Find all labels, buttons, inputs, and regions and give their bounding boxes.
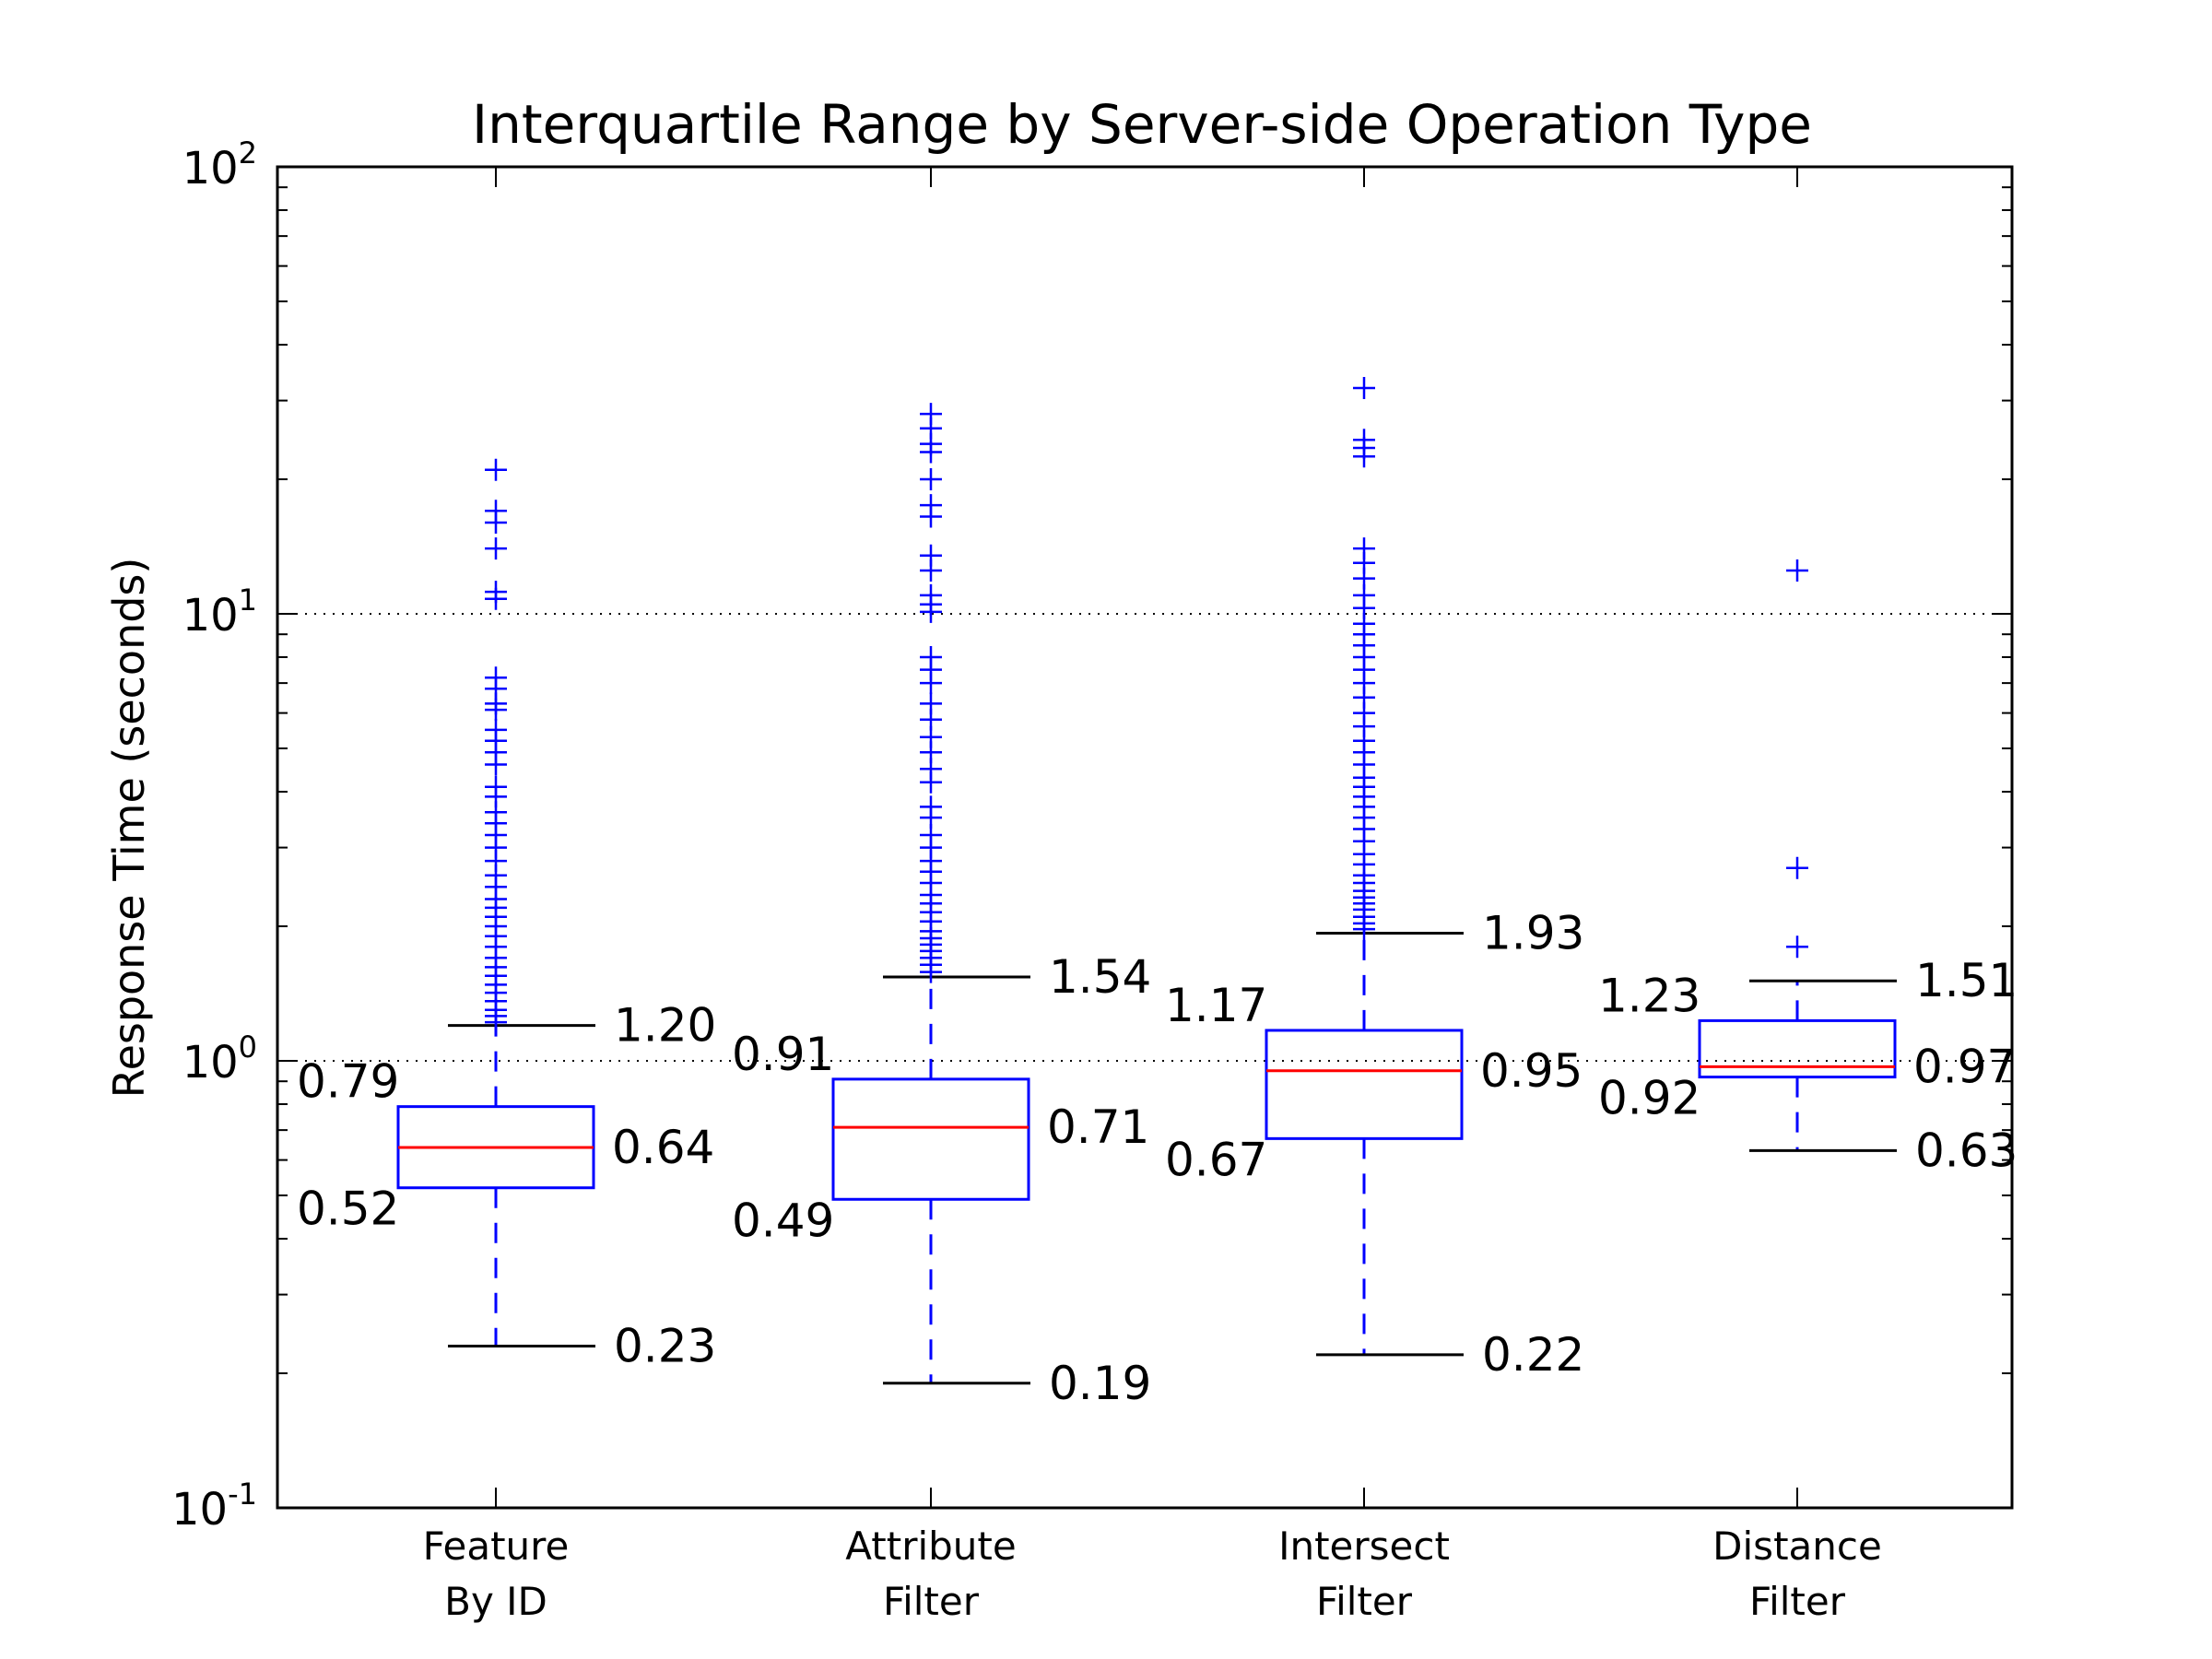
x-tick-label: Filter — [1316, 1579, 1413, 1624]
outlier-point — [485, 1011, 507, 1034]
outlier-point — [920, 960, 942, 983]
x-tick-label: Attribute — [845, 1524, 1016, 1569]
q3-label: 1.17 — [1165, 979, 1267, 1032]
outlier-point — [920, 600, 942, 623]
x-tick-label: By ID — [444, 1579, 547, 1624]
x-tick-label: Distance — [1712, 1524, 1882, 1569]
outlier-point — [485, 753, 507, 776]
y-tick-label: 10-1 — [171, 1477, 257, 1535]
chart-title: Interquartile Range by Server-side Opera… — [472, 93, 1812, 156]
q3-label: 1.23 — [1598, 969, 1700, 1022]
outlier-point — [485, 512, 507, 535]
median-label: 0.95 — [1480, 1044, 1583, 1098]
y-tick-label: 100 — [182, 1030, 257, 1088]
outlier-point — [920, 771, 942, 794]
plot-frame — [276, 165, 2014, 1510]
x-tick-label: Feature — [423, 1524, 570, 1569]
y-tick-label: 101 — [182, 582, 257, 641]
whisker-low-label: 0.22 — [1482, 1328, 1584, 1382]
outlier-point — [485, 458, 507, 481]
outlier-point — [1353, 918, 1375, 941]
outlier-point — [1786, 559, 1808, 582]
whisker-low-label: 0.19 — [1049, 1357, 1151, 1410]
median-label: 0.64 — [612, 1121, 714, 1174]
q3-label: 0.79 — [297, 1055, 399, 1109]
q1-label: 0.92 — [1598, 1072, 1700, 1125]
box-group: 1.93 0.22 0.95 1.17 0.67 — [1165, 377, 1584, 1382]
outlier-point — [1353, 445, 1375, 468]
whisker-high-label: 1.20 — [614, 999, 716, 1053]
outlier-point — [920, 559, 942, 582]
y-tick-label: 102 — [182, 135, 257, 194]
box-group: 1.54 0.19 0.71 0.91 0.49 — [732, 403, 1151, 1410]
outlier-point — [1786, 856, 1808, 879]
x-tick-label: Filter — [1749, 1579, 1846, 1624]
box-group: 1.20 0.23 0.64 0.79 0.52 — [297, 458, 716, 1373]
iqr-box — [831, 1077, 1030, 1201]
q1-label: 0.49 — [732, 1194, 834, 1247]
q1-label: 0.52 — [297, 1182, 399, 1236]
outlier-point — [485, 587, 507, 610]
outlier-point — [1786, 935, 1808, 959]
iqr-box — [1698, 1018, 1897, 1079]
outlier-point — [920, 672, 942, 695]
median-label: 0.71 — [1047, 1100, 1149, 1154]
outlier-point — [485, 699, 507, 722]
whisker-high-label: 1.51 — [1915, 954, 2018, 1007]
grid-lines — [277, 613, 2012, 1062]
whisker-low-label: 0.63 — [1915, 1124, 2018, 1177]
iqr-box — [1265, 1029, 1464, 1140]
whisker-low-label: 0.23 — [614, 1320, 716, 1373]
x-tick-label: Intersect — [1278, 1524, 1450, 1569]
q1-label: 0.67 — [1165, 1133, 1267, 1186]
plot-area: 1.20 0.23 0.64 0.79 0.52 1.54 0.19 0.71 0.91 0.49… — [297, 377, 2018, 1410]
whisker-high-label: 1.54 — [1049, 950, 1151, 1004]
x-axis: Feature By ID Attribute Filter Intersect Filt… — [423, 167, 1882, 1624]
y-axis-label: Response Time (seconds) — [104, 558, 154, 1099]
median-label: 0.97 — [1913, 1040, 2016, 1093]
y-axis: 10-1 100 101 102 — [171, 135, 2012, 1535]
x-tick-label: Filter — [883, 1579, 980, 1624]
outlier-point — [920, 468, 942, 490]
whisker-high-label: 1.93 — [1482, 907, 1584, 960]
q3-label: 0.91 — [732, 1028, 834, 1081]
box-group: 1.51 0.63 0.97 1.23 0.92 — [1598, 559, 2018, 1177]
outlier-point — [485, 537, 507, 560]
outlier-point — [920, 441, 942, 464]
outlier-point — [1353, 377, 1375, 400]
outlier-point — [920, 505, 942, 528]
